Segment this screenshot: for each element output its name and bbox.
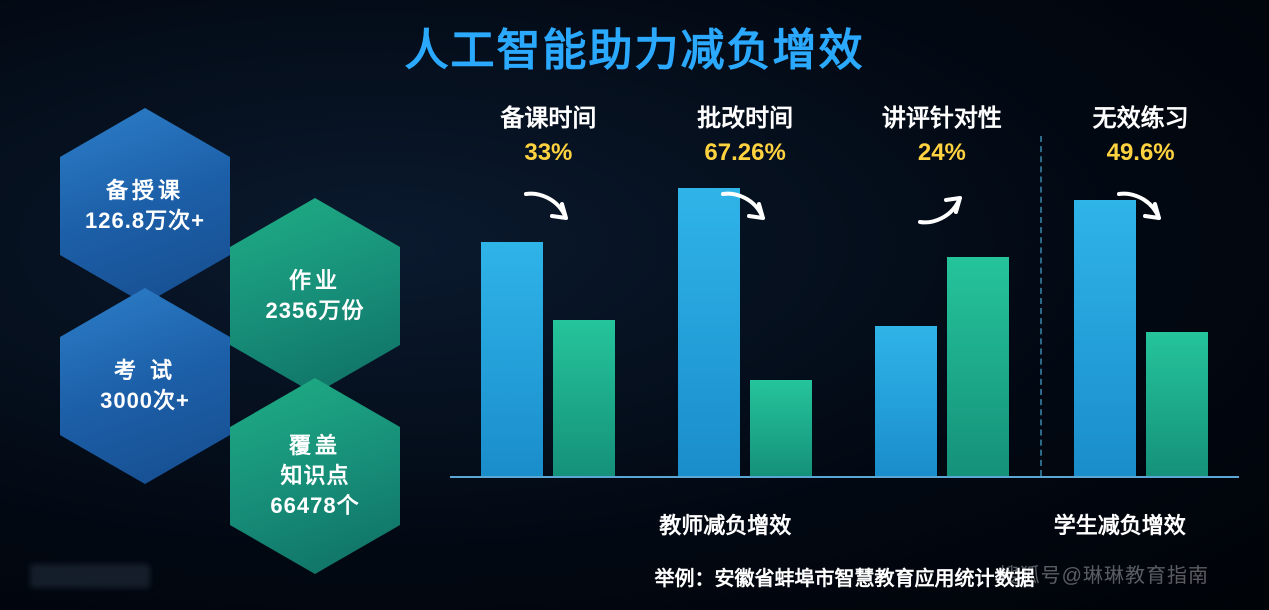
hex-value: 66478个	[270, 491, 359, 521]
bar-group-grade: 批改时间 67.26%	[647, 98, 844, 476]
bar-before	[481, 242, 543, 476]
hex-title: 考 试	[114, 356, 176, 386]
hex-coverage: 覆盖知识点66478个	[230, 378, 400, 574]
content-area: 备授课126.8万次+作业2356万份考 试3000次+覆盖知识点66478个 …	[0, 78, 1269, 598]
hex-value: 3000次+	[100, 386, 190, 416]
group-label: 无效练习	[1042, 98, 1239, 133]
group-label: 备课时间	[450, 98, 647, 133]
axis-section-labels: 教师减负增效 学生减负增效	[450, 508, 1239, 540]
section-label-teacher: 教师减负增效	[450, 508, 1000, 540]
bar-after	[553, 320, 615, 476]
section-label-student: 学生减负增效	[1000, 508, 1239, 540]
bar-group-prep: 备课时间 33%	[450, 98, 647, 476]
group-percent: 67.26%	[647, 139, 844, 167]
bar-after	[947, 257, 1009, 476]
hex-exam: 考 试3000次+	[60, 288, 230, 484]
group-percent: 33%	[450, 139, 647, 167]
hex-homework: 作业2356万份	[230, 198, 400, 394]
hexagon-stats: 备授课126.8万次+作业2356万份考 试3000次+覆盖知识点66478个	[30, 88, 430, 598]
chart-zone: 备课时间 33%批改时间 67.26%讲评针对性 24%无效练习 49.6% 教师减负增…	[430, 88, 1239, 598]
hex-title: 覆盖	[289, 431, 341, 461]
bar-before	[678, 188, 740, 476]
bar-before	[1074, 200, 1136, 476]
page-title: 人工智能助力减负增效	[0, 0, 1269, 78]
hex-value: 知识点	[280, 461, 349, 491]
hex-title: 备授课	[106, 176, 184, 206]
bar-after	[1146, 332, 1208, 476]
group-label: 批改时间	[647, 98, 844, 133]
hex-value: 126.8万次+	[85, 206, 205, 236]
group-label: 讲评针对性	[844, 98, 1041, 133]
bar-group-review: 讲评针对性 24%	[844, 98, 1041, 476]
hex-value: 2356万份	[266, 296, 365, 326]
bar-after	[750, 380, 812, 476]
hex-lesson: 备授课126.8万次+	[60, 108, 230, 304]
redacted-strip	[30, 564, 150, 588]
group-percent: 49.6%	[1042, 139, 1239, 167]
hex-title: 作业	[289, 266, 341, 296]
bar-group-practice: 无效练习 49.6%	[1042, 98, 1239, 476]
group-percent: 24%	[844, 139, 1041, 167]
bar-before	[875, 326, 937, 476]
watermark: 搜狐号@琳琳教育指南	[999, 559, 1209, 588]
bar-chart: 备课时间 33%批改时间 67.26%讲评针对性 24%无效练习 49.6%	[450, 98, 1239, 478]
